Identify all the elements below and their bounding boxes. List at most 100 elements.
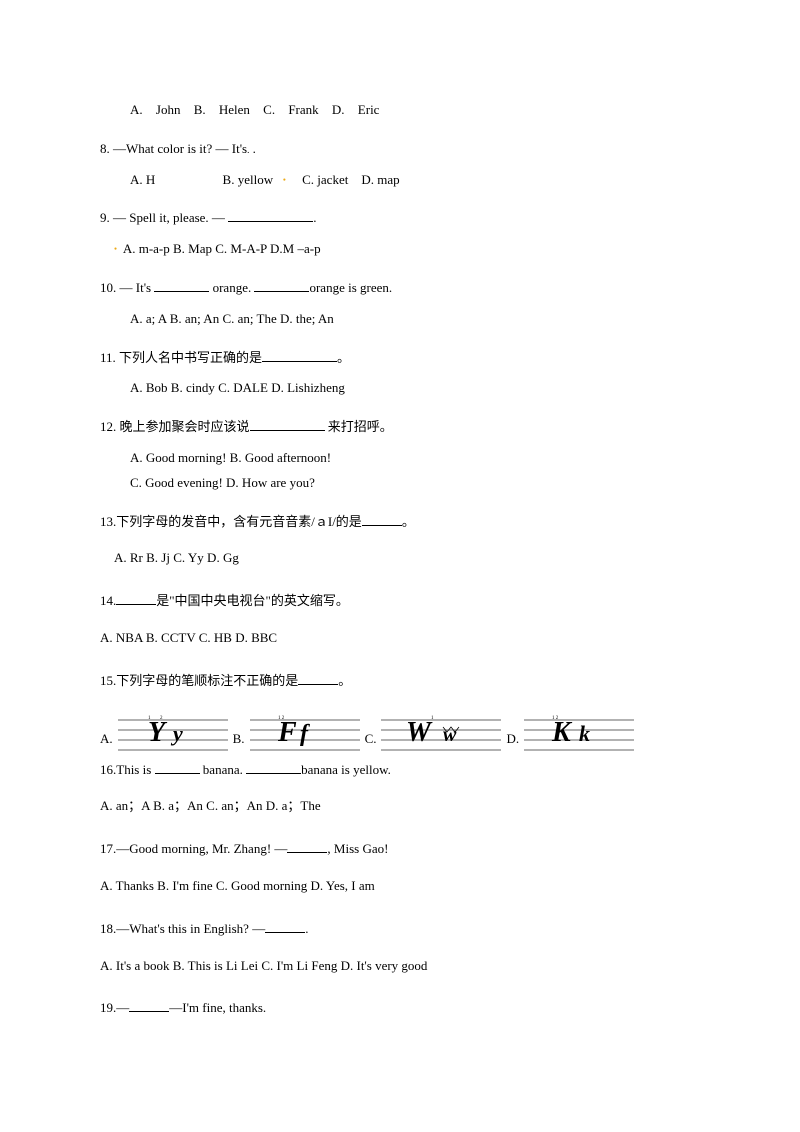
svg-text:W: W xyxy=(406,717,433,748)
prompt-text: 8. —What color is it? — It's xyxy=(100,141,247,156)
dot-marker: ● xyxy=(114,247,117,252)
svg-text:w: w xyxy=(443,724,457,746)
blank xyxy=(265,920,305,933)
answer-options: A. Bob B. cindy C. DALE D. Lishizheng xyxy=(100,378,720,399)
blank-1 xyxy=(155,761,200,774)
option-d-label: D. xyxy=(506,729,519,750)
question-7-options: A. John B. Helen C. Frank D. Eric xyxy=(100,100,720,121)
option-a-h: A. H xyxy=(130,172,155,187)
prompt-2: —I'm fine, thanks. xyxy=(169,1000,266,1015)
option-b-yellow: B. yellow xyxy=(223,172,274,187)
prompt-text: 13.下列字母的发音中，含有元音音素/ａI/的是 xyxy=(100,514,362,529)
blank xyxy=(250,418,325,431)
period: 。 xyxy=(337,350,350,365)
svg-text:K: K xyxy=(551,717,573,748)
prompt-2: , Miss Gao! xyxy=(327,841,388,856)
answer-options: A. H B. yellow ● C. jacket D. map xyxy=(100,170,720,191)
answer-options-row1: A. Good morning! B. Good afternoon! xyxy=(100,448,720,469)
question-8: 8. —What color is it? — It's. . A. H B. … xyxy=(100,139,720,191)
option-a-label: A. xyxy=(100,729,113,750)
question-text: 8. —What color is it? — It's. . xyxy=(100,139,720,160)
question-16: 16.This is banana. banana is yellow. A. … xyxy=(100,760,720,818)
answer-options: ● A. m-a-p B. Map C. M-A-P D.M –a-p xyxy=(100,239,720,260)
prompt-text: 18.—What's this in English? — xyxy=(100,921,265,936)
question-18: 18.—What's this in English? —. A. It's a… xyxy=(100,919,720,977)
question-text: 10. — It's orange. orange is green. xyxy=(100,278,720,299)
letter-yy-icon: Y y 12 xyxy=(118,714,228,750)
answer-options: A. It's a book B. This is Li Lei C. I'm … xyxy=(100,956,720,977)
question-19: 19.— —I'm fine, thanks. xyxy=(100,998,720,1019)
blank xyxy=(228,209,313,222)
question-text: 15.下列字母的笔顺标注不正确的是 。 xyxy=(100,671,720,692)
blank xyxy=(129,999,169,1012)
prompt-2: banana. xyxy=(200,762,247,777)
option-d-map: D. map xyxy=(361,172,399,187)
blank xyxy=(287,840,327,853)
prompt-text: 11. 下列人名中书写正确的是 xyxy=(100,350,262,365)
prompt-1: 19.— xyxy=(100,1000,129,1015)
question-9: 9. — Spell it, please. — . ● A. m-a-p B.… xyxy=(100,208,720,260)
period: . xyxy=(305,921,308,936)
prompt-1: 17.—Good morning, Mr. Zhang! — xyxy=(100,841,287,856)
letter-kk-icon: K k 1 2 xyxy=(524,714,634,750)
question-text: 9. — Spell it, please. — . xyxy=(100,208,720,229)
prompt-1: 10. — It's xyxy=(100,280,151,295)
option-text: A. John B. Helen C. Frank D. Eric xyxy=(100,100,720,121)
letter-ff-icon: F f 1 2 xyxy=(250,714,360,750)
svg-text:f: f xyxy=(300,721,310,747)
letter-ww-icon: W w 1 xyxy=(381,714,501,750)
svg-text:y: y xyxy=(170,721,183,746)
blank xyxy=(262,349,337,362)
prompt-2: 是"中国中央电视台"的英文缩写。 xyxy=(156,593,349,608)
svg-text:F: F xyxy=(277,717,297,748)
suffix: 来打招呼。 xyxy=(325,419,393,434)
answer-options: A. Rr B. Jj C. Yy D. Gg xyxy=(100,548,720,569)
question-10: 10. — It's orange. orange is green. A. a… xyxy=(100,278,720,330)
period: 。 xyxy=(338,673,351,688)
question-13: 13.下列字母的发音中，含有元音音素/ａI/的是 。 A. Rr B. Jj C.… xyxy=(100,512,720,570)
period: 。 xyxy=(402,514,415,529)
answer-options: A. Thanks B. I'm fine C. Good morning D.… xyxy=(100,876,720,897)
option-b-label: B. xyxy=(233,729,245,750)
blank-2 xyxy=(246,761,301,774)
prompt-text: 12. 晚上参加聚会时应该说 xyxy=(100,419,250,434)
question-11: 11. 下列人名中书写正确的是 。 A. Bob B. cindy C. DALE… xyxy=(100,348,720,400)
answer-options: A. an；A B. a；An C. an；An D. a；The xyxy=(100,796,720,817)
prompt-3: orange is green. xyxy=(309,280,392,295)
prompt-1: 16.This is xyxy=(100,762,155,777)
blank xyxy=(116,592,156,605)
blank-1 xyxy=(154,279,209,292)
answer-options: A. a; A B. an; An C. an; The D. the; An xyxy=(100,309,720,330)
question-text: 18.—What's this in English? —. xyxy=(100,919,720,940)
prompt-1: 14. xyxy=(100,593,116,608)
svg-text:1 2: 1 2 xyxy=(278,716,285,721)
dot-marker: ● xyxy=(283,178,286,183)
option-c-jacket: C. jacket xyxy=(302,172,348,187)
question-15: 15.下列字母的笔顺标注不正确的是 。 A. Y y 12 B. F f xyxy=(100,671,720,750)
answer-options-row2: C. Good evening! D. How are you? xyxy=(100,473,720,494)
prompt-text: 9. — Spell it, please. — xyxy=(100,210,225,225)
question-14: 14. 是"中国中央电视台"的英文缩写。 A. NBA B. CCTV C. HB… xyxy=(100,591,720,649)
prompt-text: 15.下列字母的笔顺标注不正确的是 xyxy=(100,673,298,688)
question-text: 13.下列字母的发音中，含有元音音素/ａI/的是 。 xyxy=(100,512,720,533)
blank-2 xyxy=(254,279,309,292)
question-text: 14. 是"中国中央电视台"的英文缩写。 xyxy=(100,591,720,612)
answer-options: A. NBA B. CCTV C. HB D. BBC xyxy=(100,628,720,649)
svg-text:k: k xyxy=(579,721,590,746)
svg-text:Y: Y xyxy=(148,717,168,748)
blank xyxy=(298,672,338,685)
question-text: 12. 晚上参加聚会时应该说 来打招呼。 xyxy=(100,417,720,438)
option-text: A. m-a-p B. Map C. M-A-P D.M –a-p xyxy=(123,241,321,256)
question-text: 16.This is banana. banana is yellow. xyxy=(100,760,720,781)
question-text: 11. 下列人名中书写正确的是 。 xyxy=(100,348,720,369)
prompt-3: banana is yellow. xyxy=(301,762,391,777)
question-text: 19.— —I'm fine, thanks. xyxy=(100,998,720,1019)
prompt-2: orange. xyxy=(213,280,255,295)
question-12: 12. 晚上参加聚会时应该说 来打招呼。 A. Good morning! B.… xyxy=(100,417,720,493)
option-c-label: C. xyxy=(365,729,377,750)
question-17: 17.—Good morning, Mr. Zhang! — , Miss Gao… xyxy=(100,839,720,897)
question-text: 17.—Good morning, Mr. Zhang! — , Miss Gao… xyxy=(100,839,720,860)
letter-options-row: A. Y y 12 B. F f 1 2 C. xyxy=(100,714,720,750)
svg-text:1 2: 1 2 xyxy=(552,716,559,721)
blank xyxy=(362,513,402,526)
